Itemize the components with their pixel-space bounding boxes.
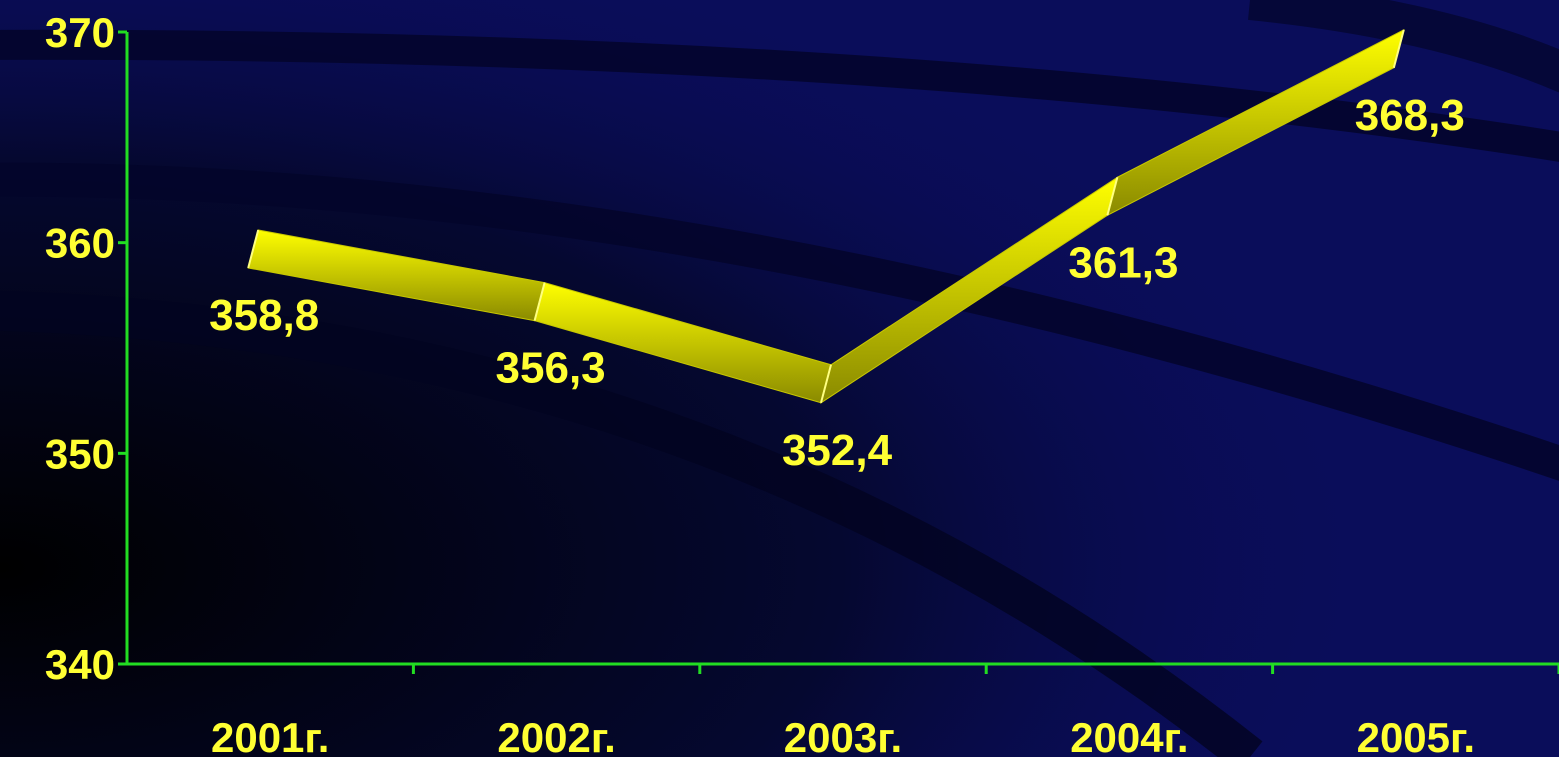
data-point (820, 364, 832, 404)
y-tick-label: 370 (45, 9, 115, 56)
data-label: 356,3 (496, 344, 606, 393)
data-label: 368,3 (1355, 91, 1465, 140)
data-label: 358,8 (209, 291, 319, 340)
y-tick-label: 350 (45, 430, 115, 477)
data-point (1106, 177, 1119, 216)
x-tick-label: 2004г. (1070, 714, 1188, 757)
data-point (1392, 29, 1405, 69)
axes: 340 350 360 370 2001г. 2002г. 2003г. 2004г. 2005… (45, 9, 1559, 757)
x-tick-label: 2001г. (211, 714, 329, 757)
labels: 358,8 356,3 352,4 361,3 368,3 (209, 91, 1465, 475)
y-tick-label: 360 (45, 220, 115, 267)
data-label: 352,4 (782, 426, 893, 475)
x-tick-label: 2002г. (497, 714, 615, 757)
x-tick-label: 2003г. (784, 714, 902, 757)
data-point (247, 229, 260, 269)
y-tick-label: 340 (45, 641, 115, 688)
x-tick-label: 2005г. (1357, 714, 1475, 757)
ribbon-segment (820, 176, 1119, 404)
data-point (533, 282, 546, 321)
data-label: 361,3 (1068, 238, 1178, 287)
ribbon-series (247, 28, 1405, 404)
